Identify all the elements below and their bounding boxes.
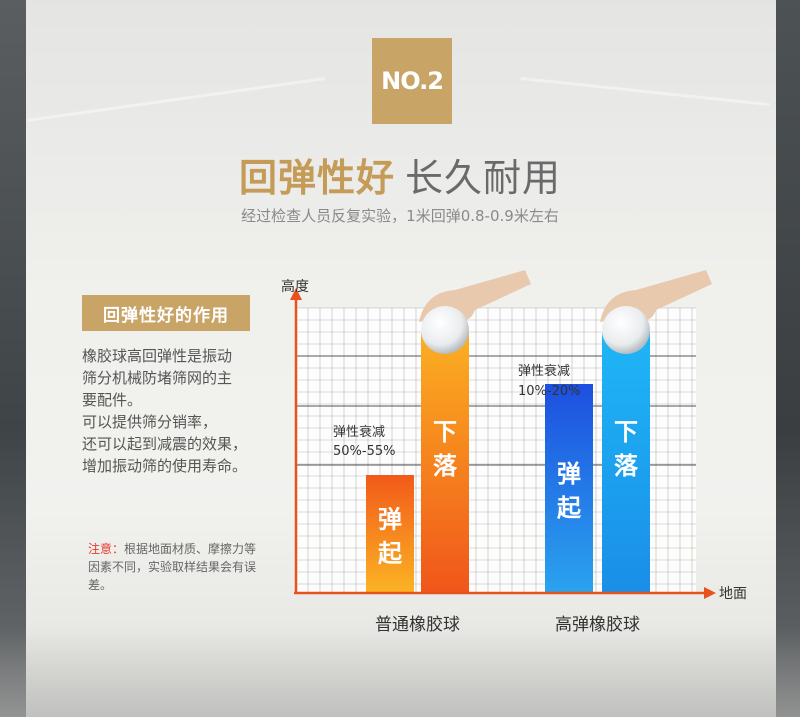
drop-bar — [602, 332, 650, 592]
rebound-bar — [366, 475, 414, 592]
annotation-value: 10%-20% — [518, 384, 580, 399]
x-axis-arrow — [704, 587, 716, 599]
rubber-ball-icon — [421, 306, 469, 354]
body-line: 筛分机械防堵筛网的主 — [82, 369, 233, 387]
rebound-bar-label: 弹 — [378, 506, 402, 534]
note: 注意：根据地面材质、摩擦力等因素不同，实验取样结果会有误差。 — [88, 540, 268, 594]
left-panel-heading: 回弹性好的作用 — [82, 295, 250, 331]
title-highlight: 回弹性好 — [238, 156, 395, 200]
annotation-value: 50%-55% — [333, 444, 395, 459]
body-line: 要配件。 — [82, 391, 143, 409]
rebound-bar-label: 弹 — [557, 460, 581, 488]
drop-bar-label: 下 — [614, 418, 638, 446]
rebound-bar-label: 起 — [377, 540, 403, 568]
drop-bar-label: 下 — [433, 418, 457, 446]
title-rest: 长久耐用 — [405, 156, 562, 200]
y-axis-arrow — [290, 288, 302, 300]
annotation-label: 弹性衰减 — [333, 424, 385, 440]
annotation-label: 弹性衰减 — [518, 363, 570, 379]
x-axis-label: 地面 — [719, 586, 747, 602]
rebound-bar-label: 起 — [556, 494, 582, 522]
page-subtitle: 经过检查人员反复实验，1米回弹0.8-0.9米左右 — [241, 207, 559, 225]
left-panel-body: 橡胶球高回弹性是振动 筛分机械防堵筛网的主 要配件。 可以提供筛分销率， 还可以… — [82, 345, 282, 477]
category-label: 普通橡胶球 — [375, 615, 460, 635]
background-left-pillar — [0, 0, 26, 717]
drop-bar — [421, 332, 469, 592]
background-floor — [0, 627, 800, 717]
section-badge: NO.2 — [372, 38, 452, 124]
rubber-ball-icon — [602, 306, 650, 354]
body-line: 还可以起到减震的效果， — [82, 435, 248, 453]
y-axis-label: 高度 — [281, 278, 309, 295]
body-line: 橡胶球高回弹性是振动 — [82, 347, 233, 365]
drop-bar-label: 落 — [433, 452, 458, 480]
note-label: 注意： — [88, 542, 125, 556]
rebound-bar — [545, 384, 593, 592]
note-text: 根据地面材质、摩擦力等因素不同，实验取样结果会有误差。 — [88, 542, 257, 592]
page-title: 回弹性好 长久耐用 — [0, 147, 800, 202]
drop-bar-label: 落 — [614, 452, 639, 480]
body-line: 增加振动筛的使用寿命。 — [82, 457, 248, 475]
category-label: 高弹橡胶球 — [555, 615, 640, 635]
body-line: 可以提供筛分销率， — [82, 413, 218, 431]
background-right-pillar — [776, 0, 800, 717]
